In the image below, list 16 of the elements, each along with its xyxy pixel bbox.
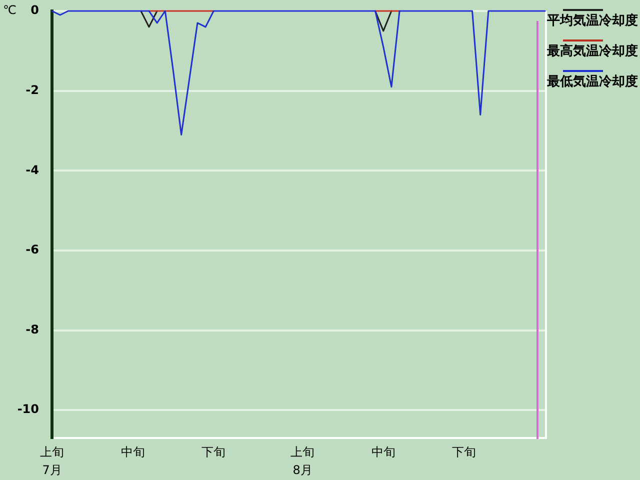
x-tick-label: 中旬 — [371, 445, 396, 460]
y-tick-label: -2 — [26, 82, 39, 97]
x-tick-label: 中旬 — [120, 445, 145, 460]
x-tick-label: 下旬 — [202, 445, 226, 460]
x-tick-label: 上旬 8月 — [290, 445, 315, 478]
y-tick-label: -10 — [17, 402, 39, 416]
y-tick-label: 0 — [30, 3, 39, 18]
legend-label: 最低気温冷却度 — [546, 73, 638, 90]
x-tick-label: 下旬 — [452, 445, 476, 460]
y-tick-label: -6 — [26, 242, 39, 257]
y-tick-label: -4 — [26, 162, 39, 177]
y-axis-title: ℃ — [3, 3, 16, 18]
legend-label: 平均気温冷却度 — [546, 12, 638, 28]
legend-label: 最高気温冷却度 — [546, 42, 638, 59]
x-tick-label: 上旬 7月 — [40, 445, 64, 478]
y-tick-label: -8 — [26, 322, 39, 336]
